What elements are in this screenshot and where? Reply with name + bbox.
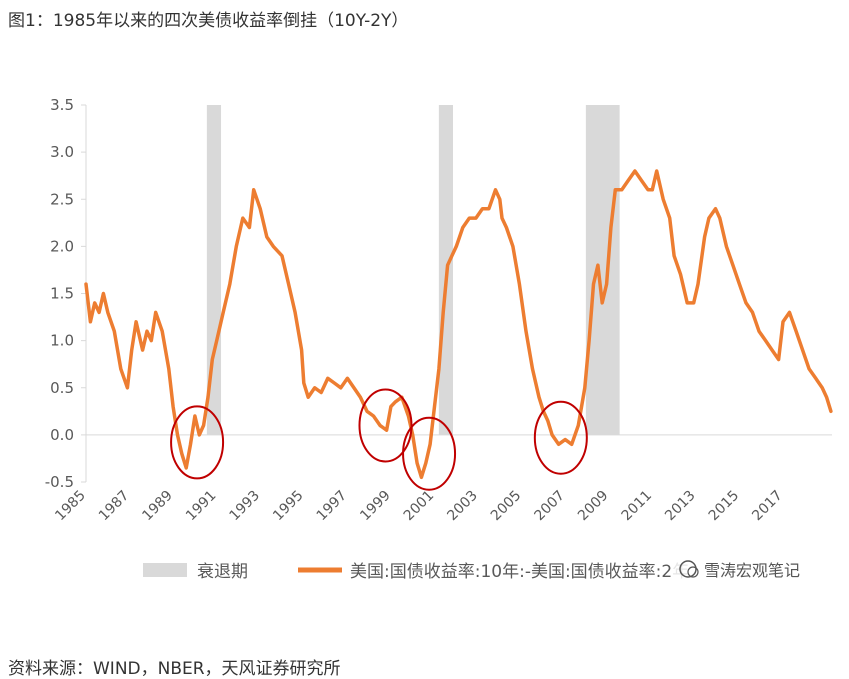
y-tick-label-4: 1.5	[50, 285, 74, 303]
x-tick-label-1985: 1985	[52, 488, 89, 525]
watermark-group: 雪涛宏观笔记	[672, 556, 842, 582]
recession-band-1	[206, 105, 222, 435]
legend-label-series: 美国:国债收益率:10年:-美国:国债收益率:2年	[350, 562, 689, 582]
inversion-circle-1	[170, 405, 225, 480]
y-tick-label-1: 3.0	[50, 143, 74, 161]
x-tick-label-2013: 2013	[662, 488, 699, 525]
x-tick-label-1993: 1993	[227, 488, 264, 525]
wechat-icon	[679, 560, 697, 578]
source-note: 资料来源：WIND，NBER，天风证券研究所	[8, 659, 341, 679]
legend-label-recession: 衰退期	[197, 562, 248, 582]
x-tick-label-2005: 2005	[488, 488, 525, 525]
inversion-circles	[170, 388, 588, 491]
y-tick-label-2: 2.5	[50, 190, 74, 208]
yield-spread-chart: 3.5 3.0 2.5 2.0 1.5 1.0 0.5 0.0 -0.5 1985 1987 198…	[44, 96, 842, 582]
watermark-backdrop	[672, 556, 842, 582]
x-tick-label-1991: 1991	[183, 488, 220, 525]
y-axis-tick-labels: 3.5 3.0 2.5 2.0 1.5 1.0 0.5 0.0 -0.5	[45, 96, 74, 491]
y-tick-label-7: 0.0	[50, 426, 74, 444]
series-line-1	[84, 169, 833, 480]
inversion-circle-4	[533, 400, 588, 475]
series-line-layer	[84, 169, 833, 480]
legend: 衰退期 美国:国债收益率:10年:-美国:国债收益率:2年	[143, 562, 689, 582]
x-axis-tick-labels: 1985 1987 1989 1991 1993 1995 1997 1999 2001 2003…	[52, 488, 786, 525]
x-tick-label-1995: 1995	[270, 488, 307, 525]
wechat-icon-inner	[687, 566, 699, 578]
inversion-circle-3	[402, 416, 457, 491]
x-tick-label-1987: 1987	[96, 488, 133, 525]
x-tick-label-1999: 1999	[357, 488, 394, 525]
x-tick-label-2001: 2001	[401, 488, 438, 525]
x-tick-label-2017: 2017	[749, 488, 786, 525]
x-tick-label-2015: 2015	[706, 488, 743, 525]
y-tick-label-5: 1.0	[50, 332, 74, 350]
x-tick-label-1989: 1989	[139, 488, 176, 525]
legend-swatch-recession	[143, 563, 187, 577]
y-tick-label-0: 3.5	[50, 96, 74, 114]
x-tick-label-2011: 2011	[619, 488, 656, 525]
x-tick-label-1997: 1997	[314, 488, 351, 525]
figure-title: 图1：1985年以来的四次美债收益率倒挂（10Y-2Y）	[8, 11, 409, 31]
inversion-circle-2	[358, 388, 413, 463]
y-tick-label-6: 0.5	[50, 379, 74, 397]
x-tick-label-2007: 2007	[531, 488, 568, 525]
watermark-text: 雪涛宏观笔记	[704, 561, 800, 580]
recession-band-3	[585, 105, 620, 435]
x-tick-label-2009: 2009	[575, 488, 612, 525]
x-tick-label-2003: 2003	[444, 488, 481, 525]
recession-bands	[206, 105, 620, 435]
y-tick-label-3: 2.0	[50, 237, 74, 255]
y-tick-label-8: -0.5	[45, 473, 74, 491]
